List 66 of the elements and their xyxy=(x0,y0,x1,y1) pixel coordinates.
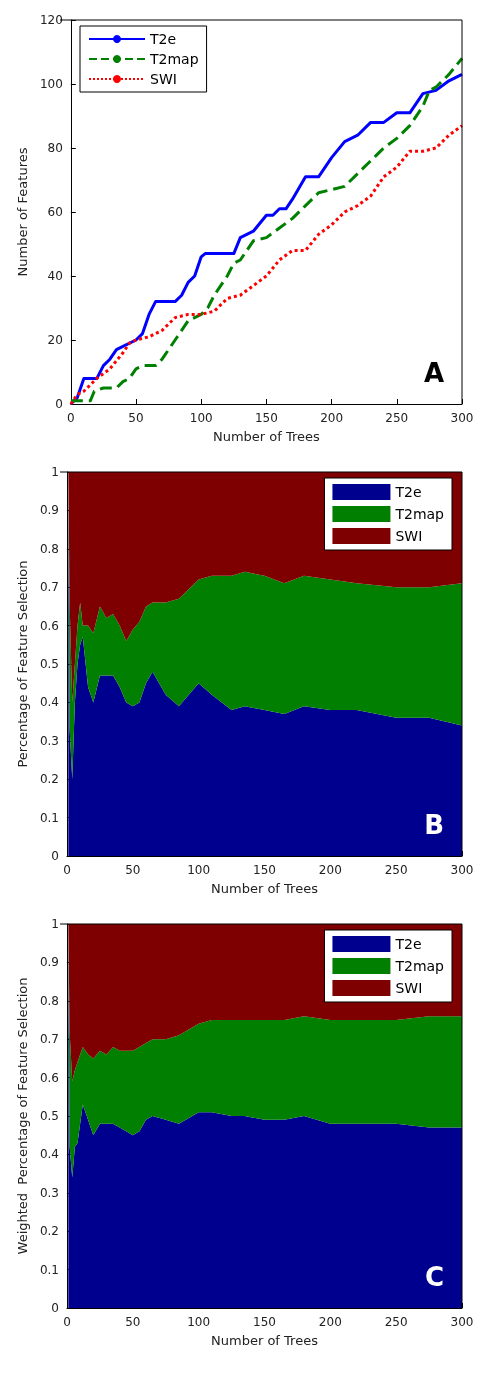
y-tick-label: 20 xyxy=(47,333,63,347)
y-tick-label: 0.5 xyxy=(39,657,59,671)
x-tick-label: 150 xyxy=(253,863,276,877)
annotation: C xyxy=(424,1262,445,1292)
y-tick-label: 0 xyxy=(51,1301,59,1315)
annotation: A xyxy=(423,358,444,388)
x-tick-label: 300 xyxy=(450,1315,474,1329)
y-tick-label: 80 xyxy=(47,141,63,155)
x-tick-label: 100 xyxy=(189,411,213,425)
x-tick-label: 50 xyxy=(125,1315,141,1329)
legend-label: T2e xyxy=(149,31,177,47)
legend-label: T2map xyxy=(394,506,445,522)
y-tick-label: 40 xyxy=(47,269,63,283)
x-tick-label: 150 xyxy=(254,411,278,425)
x-tick-label: 250 xyxy=(384,1315,408,1329)
y-tick-label: 100 xyxy=(39,77,63,91)
x-axis-title: Number of Trees xyxy=(212,429,321,444)
x-tick-label: 200 xyxy=(320,411,344,425)
y-tick-label: 0.8 xyxy=(39,541,59,556)
y-tick-label: 0.4 xyxy=(39,695,59,710)
y-tick-label: 0 xyxy=(55,397,63,411)
x-tick-label: 100 xyxy=(187,863,211,877)
y-tick-label: 1 xyxy=(51,917,59,931)
legend-label: T2map xyxy=(149,51,199,67)
legend-label: T2e xyxy=(394,484,422,500)
x-tick-label: 50 xyxy=(128,411,144,425)
y-tick-label: 120 xyxy=(39,13,63,27)
y-tick-label: 0 xyxy=(51,849,59,863)
y-tick-label: 0.4 xyxy=(39,1147,59,1162)
y-tick-label: 0.3 xyxy=(39,733,59,748)
annotation: B xyxy=(424,810,445,840)
y-axis-title: Number of Features xyxy=(15,147,30,277)
y-tick-label: 0.1 xyxy=(39,1262,59,1277)
y-tick-label: 1 xyxy=(51,465,59,479)
legend-label: SWI xyxy=(395,980,423,996)
y-tick-label: 0.3 xyxy=(39,1185,59,1200)
y-tick-label: 0.6 xyxy=(39,618,59,633)
x-tick-label: 100 xyxy=(187,1315,211,1329)
y-tick-label: 0.1 xyxy=(39,810,59,825)
legend-label: SWI xyxy=(150,71,177,87)
legend-label: T2map xyxy=(394,958,445,974)
x-tick-label: 300 xyxy=(450,863,474,877)
y-tick-label: 0.7 xyxy=(39,1032,59,1047)
x-tick-label: 300 xyxy=(450,411,474,425)
x-axis-title: Number of Trees xyxy=(211,1333,319,1348)
x-tick-label: 0 xyxy=(66,411,75,425)
y-tick-label: 0.2 xyxy=(39,772,59,787)
legend-label: SWI xyxy=(395,528,423,544)
y-tick-label: 0.7 xyxy=(39,580,59,595)
x-axis-title: Number of Trees xyxy=(211,881,319,896)
y-tick-label: 0.5 xyxy=(39,1109,59,1123)
x-tick-label: 250 xyxy=(385,411,409,425)
y-tick-label: 0.8 xyxy=(39,993,59,1008)
y-tick-label: 0.2 xyxy=(39,1224,59,1239)
y-axis-title: Percentage of Feature Selection xyxy=(15,560,30,768)
y-tick-label: 0.9 xyxy=(39,503,59,518)
y-tick-label: 0.6 xyxy=(39,1070,59,1085)
x-tick-label: 200 xyxy=(318,863,342,877)
x-tick-label: 50 xyxy=(125,863,141,877)
legend-label: T2e xyxy=(394,936,422,952)
x-tick-label: 150 xyxy=(253,1315,276,1329)
y-tick-label: 60 xyxy=(47,205,63,219)
y-tick-label: 0.9 xyxy=(39,955,59,970)
x-tick-label: 200 xyxy=(318,1315,342,1329)
y-axis-title: Weighted Percentage of Feature Selection xyxy=(15,977,30,1255)
x-tick-label: 250 xyxy=(384,863,408,877)
